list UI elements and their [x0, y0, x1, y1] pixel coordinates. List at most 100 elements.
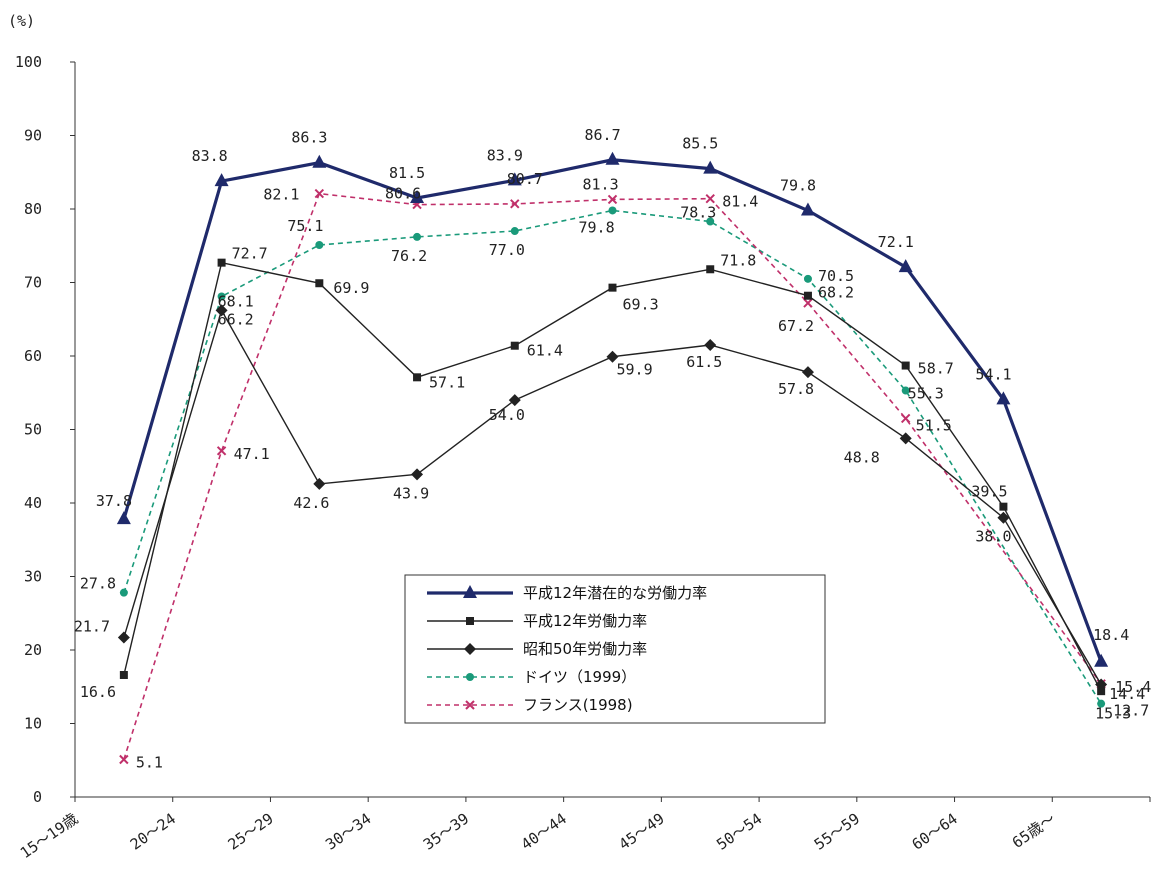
x-tick-label: 55～59 [811, 810, 863, 854]
data-label: 51.5 [916, 416, 952, 434]
marker-square [901, 361, 910, 370]
x-tick-label: 45～49 [615, 810, 667, 854]
marker-x [314, 188, 325, 199]
marker-diamond [508, 394, 521, 407]
data-label: 37.8 [96, 492, 132, 510]
data-label: 83.9 [487, 146, 523, 164]
y-tick-label: 100 [15, 53, 42, 71]
x-tick-label: 35～39 [420, 810, 472, 854]
marker-diamond [117, 631, 130, 644]
data-label: 27.8 [80, 575, 116, 593]
marker-triangle [410, 189, 425, 203]
data-label: 61.5 [686, 353, 722, 371]
marker-square [803, 291, 812, 300]
marker-triangle [463, 585, 477, 598]
data-label: 75.1 [287, 217, 323, 235]
marker-circle [217, 292, 226, 301]
data-label: 72.1 [878, 233, 914, 251]
x-tick-label: 25～29 [225, 810, 277, 854]
x-tick-label: 15～19歳 [17, 810, 81, 863]
marker-square [706, 265, 715, 274]
marker-triangle [898, 259, 913, 273]
data-label: 67.2 [778, 317, 814, 335]
data-label: 72.7 [232, 245, 268, 263]
data-label: 39.5 [971, 483, 1007, 501]
y-tick-label: 90 [24, 127, 42, 145]
x-tick-label: 30～34 [322, 810, 374, 854]
legend-item: 平成12年労働力率 [427, 612, 647, 630]
data-label: 78.3 [680, 203, 716, 221]
marker-x [900, 413, 911, 424]
marker-diamond [997, 511, 1010, 524]
data-label: 69.9 [333, 279, 369, 297]
legend-label: 平成12年労働力率 [523, 612, 647, 630]
marker-x [510, 199, 520, 209]
marker-diamond [464, 643, 476, 655]
marker-diamond [606, 350, 619, 363]
x-tick-label: 20～24 [127, 810, 179, 854]
y-tick-label: 0 [33, 788, 42, 806]
marker-square [608, 283, 617, 292]
marker-diamond [215, 304, 228, 317]
data-label: 83.8 [192, 147, 228, 165]
data-label: 16.6 [80, 683, 116, 701]
legend-label: 昭和50年労働力率 [523, 640, 647, 658]
data-label: 57.8 [778, 380, 814, 398]
legend-label: フランス(1998) [523, 696, 633, 714]
marker-x [119, 754, 129, 765]
legend-item: 平成12年潜在的な労働力率 [427, 584, 707, 602]
data-labels: 37.8 83.8 86.3 81.5 83.9 86.7 85.5 79.8 72.1 54.1… [74, 126, 1151, 772]
y-tick-label: 20 [24, 641, 42, 659]
y-tick-label: 10 [24, 715, 42, 733]
y-tick-label: 30 [24, 568, 42, 586]
marker-square [999, 502, 1008, 511]
marker-triangle [996, 391, 1011, 405]
x-tick-label: 65歳～ [1009, 810, 1059, 852]
x-tick-label: 50～54 [713, 810, 765, 854]
legend-item: フランス(1998) [427, 696, 633, 714]
marker-triangle [214, 173, 229, 187]
data-label: 79.8 [579, 218, 615, 236]
data-label: 42.6 [293, 494, 329, 512]
data-label: 18.4 [1093, 626, 1129, 644]
data-label: 48.8 [844, 448, 880, 466]
marker-circle [608, 206, 617, 215]
marker-diamond [704, 338, 717, 351]
series-line [123, 209, 1102, 705]
data-label: 77.0 [489, 241, 525, 259]
y-tick-label: 70 [24, 274, 42, 292]
series-2 [119, 258, 1106, 696]
data-label: 58.7 [918, 360, 954, 378]
data-label: 14.4 [1109, 685, 1145, 703]
marker-triangle [116, 511, 131, 525]
data-label: 80.7 [507, 170, 543, 188]
marker-triangle [507, 172, 522, 186]
data-label: 43.9 [393, 484, 429, 502]
marker-x [216, 446, 227, 456]
marker-diamond [313, 477, 326, 490]
data-label: 59.9 [617, 361, 653, 379]
data-label: 38.0 [975, 528, 1011, 546]
legend: 平成12年潜在的な労働力率平成12年労働力率昭和50年労働力率ドイツ（1999）… [404, 574, 826, 724]
marker-diamond [801, 366, 814, 379]
marker-x [705, 194, 715, 204]
data-label: 80.6 [385, 185, 421, 203]
legend-item: 昭和50年労働力率 [427, 640, 647, 658]
data-label: 79.8 [780, 176, 816, 194]
marker-circle [1097, 699, 1106, 708]
marker-square [466, 617, 474, 625]
data-label: 5.1 [136, 754, 163, 772]
series-line [123, 192, 1102, 760]
marker-diamond [899, 432, 912, 445]
marker-triangle [1094, 653, 1109, 667]
marker-circle [510, 227, 519, 236]
marker-square [217, 258, 226, 267]
y-tick-label: 40 [24, 494, 42, 512]
marker-triangle [800, 202, 815, 216]
data-label: 69.3 [623, 296, 659, 314]
data-label: 47.1 [234, 445, 270, 463]
marker-circle [901, 386, 910, 395]
data-label: 81.4 [722, 193, 758, 211]
marker-square [119, 670, 128, 679]
